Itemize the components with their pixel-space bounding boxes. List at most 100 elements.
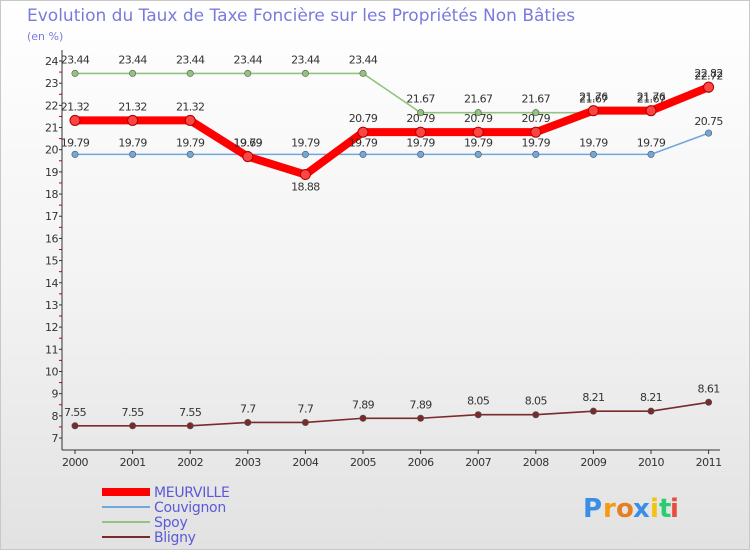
data-point-bligny	[474, 411, 482, 419]
y-tick-label: 10	[45, 365, 58, 378]
x-tick-label: 2010	[638, 456, 664, 469]
y-tick-label: 8	[52, 410, 59, 423]
data-point-bligny	[129, 422, 137, 430]
x-tick-label: 2005	[350, 456, 376, 469]
y-tick-label: 22	[45, 99, 58, 112]
y-tick-label: 12	[45, 321, 58, 334]
data-point-bligny	[244, 418, 252, 426]
data-label-spoy: 23.44	[291, 53, 320, 66]
x-tick-label: 2011	[696, 456, 722, 469]
data-point-meurville	[127, 114, 139, 126]
data-label-spoy: 23.44	[234, 53, 263, 66]
data-label-spoy: 22.72	[694, 69, 723, 82]
data-label-couvignon: 19.79	[291, 136, 320, 149]
x-tick-label: 2003	[235, 456, 261, 469]
unit-label: (en %)	[27, 30, 63, 43]
data-label-spoy: 23.44	[61, 53, 90, 66]
logo-letter: o	[616, 494, 634, 524]
data-point-spoy	[474, 109, 482, 117]
data-point-bligny	[532, 411, 540, 419]
data-label-spoy: 21.67	[464, 93, 493, 106]
data-point-couvignon	[589, 150, 597, 158]
data-point-couvignon	[71, 150, 79, 158]
data-point-spoy	[532, 109, 540, 117]
y-tick-label: 19	[45, 166, 58, 179]
data-point-couvignon	[301, 150, 309, 158]
data-label-spoy: 23.44	[349, 53, 378, 66]
data-label-bligny: 7.7	[298, 402, 314, 415]
data-label-couvignon: 19.79	[61, 136, 90, 149]
logo-letter: i	[650, 494, 659, 524]
data-point-bligny	[301, 418, 309, 426]
y-tick-label: 20	[45, 144, 58, 157]
data-point-couvignon	[474, 150, 482, 158]
data-label-bligny: 8.61	[698, 382, 720, 395]
logo-letter: r	[603, 494, 616, 524]
data-point-bligny	[359, 414, 367, 422]
data-point-spoy	[186, 69, 194, 77]
x-tick-label: 2006	[408, 456, 434, 469]
y-tick-label: 7	[52, 432, 59, 445]
x-tick-label: 2008	[523, 456, 549, 469]
data-point-meurville	[184, 114, 196, 126]
data-label-spoy: 23.44	[176, 53, 205, 66]
logo-letter: P	[583, 494, 602, 524]
data-point-bligny	[589, 407, 597, 415]
data-label-meurville: 21.32	[176, 100, 205, 113]
data-label-couvignon: 20.75	[694, 115, 723, 128]
x-tick-label: 2009	[580, 456, 606, 469]
data-label-meurville: 20.79	[406, 112, 435, 125]
axes: 7 8 9 10 11 12 13 14 15 16 17 18 19 20 21 22 23 24 2000 200…	[45, 50, 722, 469]
data-label-couvignon: 19.79	[522, 136, 551, 149]
data-point-meurville	[357, 126, 369, 138]
data-label-meurville: 20.79	[464, 112, 493, 125]
data-point-bligny	[71, 422, 79, 430]
data-point-bligny	[417, 414, 425, 422]
data-label-couvignon: 19.79	[637, 136, 666, 149]
data-label-couvignon: 19.79	[579, 136, 608, 149]
data-label-bligny: 7.55	[64, 406, 87, 419]
x-tick-label: 2002	[177, 456, 203, 469]
data-label-couvignon: 19.79	[406, 136, 435, 149]
data-point-bligny	[186, 422, 194, 430]
data-label-meurville: 21.76	[637, 91, 666, 104]
y-tick-label: 21	[45, 122, 58, 135]
data-point-meurville	[530, 126, 542, 138]
series-line-couvignon	[74, 132, 710, 156]
data-label-bligny: 7.7	[240, 402, 256, 415]
data-label-spoy: 21.67	[637, 93, 666, 106]
data-label-couvignon: 19.79	[118, 136, 147, 149]
data-point-meurville	[242, 151, 254, 163]
x-tick-label: 2007	[465, 456, 491, 469]
legend-label-bligny: Bligny	[154, 530, 196, 546]
data-point-couvignon	[647, 150, 655, 158]
y-tick-label: 13	[45, 299, 58, 312]
series-line-meurville	[71, 83, 713, 179]
logo-letter: x	[633, 494, 650, 524]
y-tick-label: 9	[52, 388, 59, 401]
y-tick-label: 24	[45, 55, 58, 68]
data-label-couvignon: 19.79	[349, 136, 378, 149]
data-label-couvignon: 19.79	[464, 136, 493, 149]
data-point-couvignon	[186, 150, 194, 158]
data-point-couvignon	[705, 129, 713, 137]
data-point-spoy	[359, 69, 367, 77]
data-point-spoy	[244, 69, 252, 77]
legend-label-couvignon: Couvignon	[154, 500, 226, 516]
data-label-meurville: 20.79	[522, 112, 551, 125]
data-point-couvignon	[417, 150, 425, 158]
data-label-bligny: 8.21	[640, 391, 662, 404]
data-point-spoy	[71, 69, 79, 77]
data-point-meurville	[645, 105, 657, 117]
y-tick-label: 15	[45, 255, 58, 268]
data-label-spoy: 21.67	[522, 93, 551, 106]
legend-label-meurville: MEURVILLE	[154, 485, 230, 501]
x-tick-label: 2000	[62, 456, 88, 469]
data-label-meurville: 21.76	[579, 91, 608, 104]
y-tick-label: 23	[45, 77, 58, 90]
logo-letter: i	[670, 494, 679, 524]
data-point-meurville	[703, 81, 715, 93]
chart-title: Evolution du Taux de Taxe Foncière sur l…	[27, 6, 575, 26]
data-point-spoy	[417, 109, 425, 117]
